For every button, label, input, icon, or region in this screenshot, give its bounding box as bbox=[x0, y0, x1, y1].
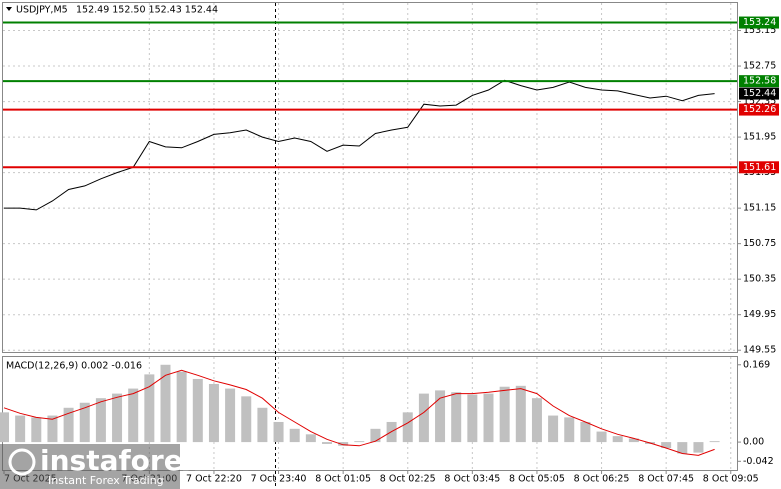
macd-bar bbox=[564, 417, 575, 443]
macd-bar bbox=[354, 441, 365, 443]
macd-bar bbox=[0, 412, 9, 443]
macd-bar bbox=[95, 398, 106, 443]
level-tag bbox=[739, 75, 779, 88]
level-label: 153.24 bbox=[743, 17, 776, 28]
x-tick-label: 8 Oct 09:05 bbox=[703, 474, 759, 485]
y-tick-label: 149.55 bbox=[743, 345, 776, 356]
macd-bar bbox=[515, 385, 526, 443]
chart-title: USDJPY,M5 bbox=[16, 5, 68, 16]
y-tick-label: 149.95 bbox=[743, 309, 776, 320]
macd-bar bbox=[176, 371, 187, 443]
x-tick-label: 8 Oct 02:25 bbox=[380, 474, 436, 485]
watermark-logo bbox=[8, 448, 36, 476]
macd-bar bbox=[241, 396, 252, 443]
macd-bar bbox=[483, 393, 494, 443]
menu-icon bbox=[6, 7, 12, 11]
y-tick-label: 153.15 bbox=[743, 25, 776, 36]
macd-title: MACD(12,26,9) 0.002 -0.016 bbox=[6, 361, 142, 372]
macd-bar bbox=[370, 428, 381, 443]
macd-bar bbox=[435, 390, 446, 443]
macd-bar bbox=[47, 415, 58, 443]
last-price-tag bbox=[739, 87, 779, 100]
y-tick-label: 152.75 bbox=[743, 61, 776, 72]
macd-bar bbox=[628, 438, 639, 443]
macd-bar bbox=[402, 412, 413, 443]
y-tick-label: 151.95 bbox=[743, 132, 776, 143]
macd-bar bbox=[31, 417, 42, 443]
macd-bar bbox=[418, 393, 429, 443]
macd-bar bbox=[79, 402, 90, 443]
macd-bar bbox=[531, 398, 542, 443]
y-tick-label: 152.35 bbox=[743, 96, 776, 107]
y-tick-label: 150.75 bbox=[743, 238, 776, 249]
macd-bar bbox=[305, 434, 316, 443]
macd-bar bbox=[112, 393, 123, 443]
macd-bar bbox=[661, 442, 672, 449]
macd-bar bbox=[208, 383, 219, 443]
y-tick-label: 150.35 bbox=[743, 274, 776, 285]
y-tick-label: 0.169 bbox=[743, 359, 770, 370]
macd-bar bbox=[612, 436, 623, 443]
y-tick-label: 0.00 bbox=[743, 437, 764, 448]
y-tick-label: 151.15 bbox=[743, 203, 776, 214]
macd-bar bbox=[580, 421, 591, 443]
price-panel bbox=[2, 2, 738, 353]
level-label: 151.61 bbox=[743, 162, 776, 173]
macd-bar bbox=[677, 442, 688, 454]
x-tick-label: 8 Oct 06:25 bbox=[574, 474, 630, 485]
x-tick-label: 8 Oct 05:05 bbox=[509, 474, 565, 485]
macd-bar bbox=[192, 378, 203, 443]
macd-bar bbox=[709, 441, 720, 443]
macd-bar bbox=[289, 428, 300, 443]
macd-bar bbox=[128, 388, 139, 443]
x-tick-label: 8 Oct 07:45 bbox=[638, 474, 694, 485]
macd-bar bbox=[499, 386, 510, 443]
macd-bar bbox=[273, 421, 284, 443]
last-price-label: 152.44 bbox=[743, 88, 776, 99]
macd-bar bbox=[160, 364, 171, 443]
macd-bar bbox=[451, 392, 462, 443]
macd-bar bbox=[322, 442, 332, 444]
x-tick-label: 7 Oct 22:20 bbox=[186, 474, 242, 485]
level-label: 152.26 bbox=[743, 104, 776, 115]
watermark-tagline: Instant Forex Trading bbox=[48, 474, 164, 487]
macd-bar bbox=[693, 442, 704, 453]
watermark-brand: instaforex bbox=[40, 444, 201, 477]
signal-line bbox=[3, 369, 715, 456]
price-line bbox=[4, 79, 715, 211]
level-label: 152.58 bbox=[743, 76, 776, 87]
x-tick-label: 8 Oct 03:45 bbox=[444, 474, 500, 485]
level-tag bbox=[739, 103, 779, 116]
macd-bar bbox=[144, 374, 155, 443]
macd-bar bbox=[225, 388, 236, 443]
macd-bar bbox=[467, 394, 478, 443]
quote: 152.49 152.50 152.43 152.44 bbox=[76, 5, 218, 16]
level-tag bbox=[739, 161, 779, 174]
macd-bar bbox=[15, 415, 26, 443]
y-tick-label: -0.042 bbox=[743, 456, 774, 467]
level-tag bbox=[739, 16, 779, 29]
macd-bar bbox=[338, 442, 349, 446]
macd-bar bbox=[257, 407, 268, 443]
x-tick-label: 7 Oct 23:40 bbox=[251, 474, 307, 485]
x-tick-label: 8 Oct 01:05 bbox=[315, 474, 371, 485]
macd-bar bbox=[63, 407, 74, 443]
macd-bar bbox=[596, 431, 607, 443]
macd-bar bbox=[548, 415, 559, 443]
